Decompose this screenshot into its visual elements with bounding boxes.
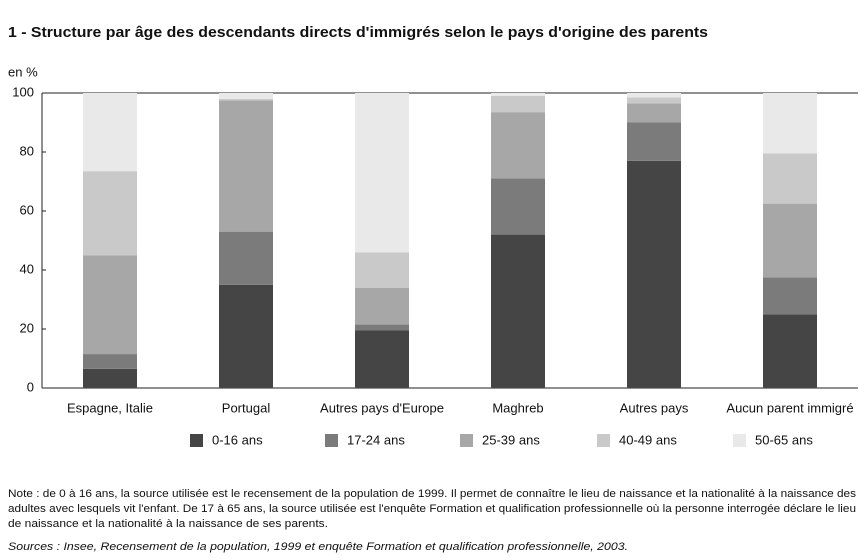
legend-swatch: [325, 434, 338, 447]
legend-label: 50-65 ans: [755, 432, 813, 447]
bar-segment: [219, 284, 273, 388]
bar-segment: [83, 368, 137, 388]
legend-label: 25-39 ans: [482, 432, 540, 447]
bar-segment: [627, 160, 681, 388]
bar-segment: [627, 93, 681, 98]
y-tick-label: 0: [27, 379, 34, 394]
bar-segment: [491, 112, 545, 179]
bar-segment: [83, 171, 137, 256]
note-line: Note : de 0 à 16 ans, la source utilisée…: [8, 488, 857, 500]
y-tick-label: 20: [20, 320, 34, 335]
bar-segment: [219, 100, 273, 232]
x-tick-label: Espagne, Italie: [67, 400, 153, 415]
bar-segment: [355, 93, 409, 253]
bar-segment: [355, 252, 409, 288]
x-tick-label: Maghreb: [492, 400, 543, 415]
legend-swatch: [190, 434, 203, 447]
bar-segment: [627, 122, 681, 161]
bar-segment: [355, 287, 409, 325]
bar-segment: [763, 153, 817, 204]
y-tick-label: 80: [20, 143, 34, 158]
legend-swatch: [460, 434, 473, 447]
x-tick-label: Autres pays d'Europe: [320, 400, 444, 415]
bar-segment: [763, 93, 817, 154]
bar-segment: [83, 93, 137, 172]
source: Sources : Insee, Recensement de la popul…: [8, 541, 628, 553]
bar-segment: [491, 178, 545, 235]
note-line: adultes avec lesquels vit l'enfant. De 1…: [8, 503, 856, 515]
x-tick-label: Portugal: [222, 400, 271, 415]
x-tick-label: Aucun parent immigré: [726, 400, 853, 415]
bar-segment: [219, 231, 273, 285]
bar-segment: [219, 98, 273, 101]
bar-segment: [763, 203, 817, 278]
bar-segment: [83, 255, 137, 355]
bar-segment: [83, 354, 137, 369]
legend-swatch: [597, 434, 610, 447]
bar-segment: [763, 314, 817, 388]
legend-label: 0-16 ans: [212, 432, 263, 447]
legend-swatch: [733, 434, 746, 447]
bar-segment: [355, 330, 409, 388]
y-tick-label: 100: [12, 84, 34, 99]
legend-label: 40-49 ans: [619, 432, 677, 447]
y-tick-label: 60: [20, 202, 34, 217]
note-line: de naissance et la nationalité à la nais…: [8, 518, 328, 530]
bar-segment: [627, 97, 681, 104]
bar-segment: [219, 93, 273, 99]
legend-label: 17-24 ans: [347, 432, 405, 447]
bar-segment: [491, 95, 545, 113]
bar-segment: [491, 93, 545, 96]
bar-segment: [763, 277, 817, 315]
chart-title: 1 - Structure par âge des descendants di…: [8, 24, 708, 41]
bar-segment: [627, 103, 681, 123]
y-tick-label: 40: [20, 261, 34, 276]
x-tick-label: Autres pays: [620, 400, 689, 415]
bar-segment: [491, 234, 545, 388]
bar-segment: [355, 324, 409, 331]
y-axis-label: en %: [8, 64, 38, 79]
